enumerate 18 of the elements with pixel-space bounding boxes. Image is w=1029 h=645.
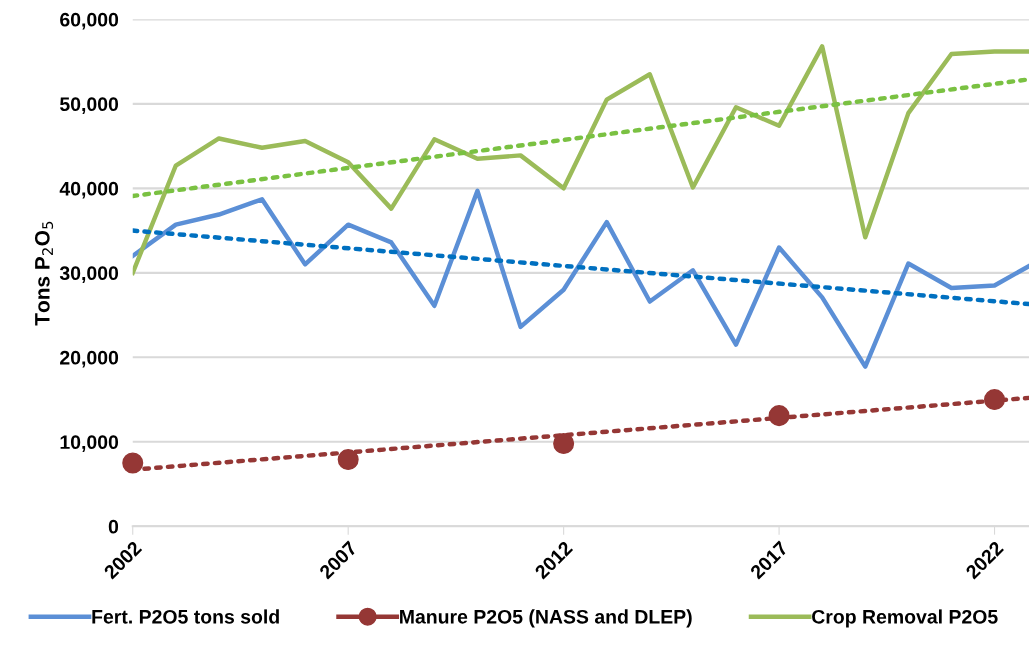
point bbox=[768, 405, 790, 427]
y-tick-label: 40,000 bbox=[59, 181, 119, 199]
y-tick-label: 0 bbox=[108, 519, 119, 534]
y-tick-label: 30,000 bbox=[59, 266, 119, 283]
point bbox=[122, 452, 144, 474]
y-tick-label: 10,000 bbox=[60, 435, 119, 452]
point bbox=[984, 389, 1006, 411]
point bbox=[337, 449, 359, 471]
point bbox=[553, 432, 575, 455]
legend-label: Crop Removal P2O5 bbox=[812, 609, 998, 628]
line-series bbox=[132, 44, 1029, 276]
y-tick-label: 20,000 bbox=[60, 350, 119, 368]
y-axis-title: Tons P$_{2}$O$_{5}$ bbox=[34, 221, 54, 326]
y-tick-label: 60,000 bbox=[60, 12, 119, 30]
line-series bbox=[132, 188, 1029, 369]
legend-label: Fert. P2O5 tons sold bbox=[92, 609, 279, 624]
y-tick-label: 50,000 bbox=[59, 97, 119, 114]
legend-label: Manure P2O5 (NASS and DLEP) bbox=[400, 609, 692, 628]
